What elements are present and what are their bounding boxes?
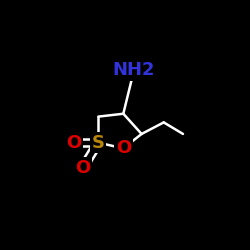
Text: NH2: NH2 [113,62,155,80]
Text: O: O [75,159,90,177]
Text: O: O [66,134,81,152]
Text: S: S [92,134,105,152]
Text: O: O [116,140,131,158]
